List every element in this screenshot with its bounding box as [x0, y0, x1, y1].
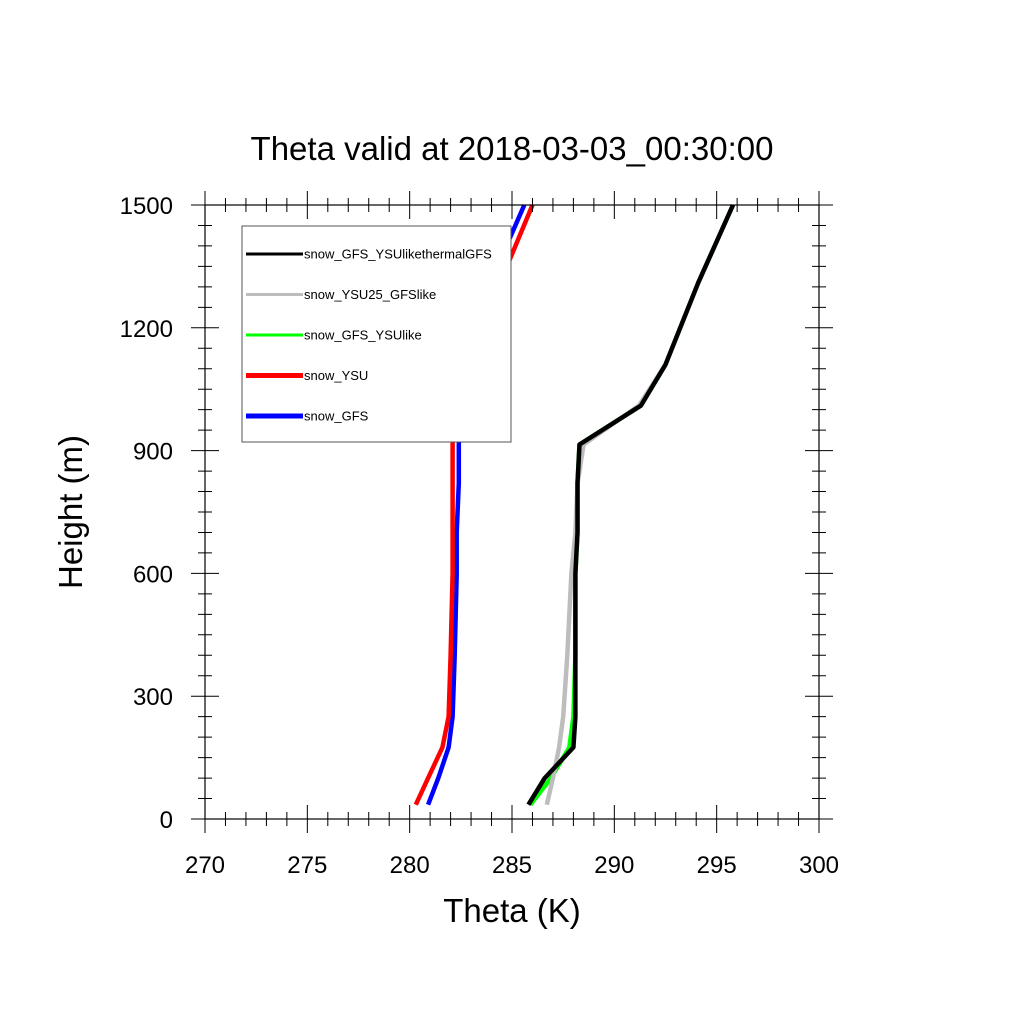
chart-title: Theta valid at 2018-03-03_00:30:00	[251, 130, 774, 167]
x-tick-label: 300	[799, 852, 839, 879]
y-tick-label: 300	[133, 684, 173, 711]
x-tick-label: 285	[492, 852, 532, 879]
axis-ticks	[191, 191, 833, 833]
x-tick-label: 280	[390, 852, 430, 879]
y-tick-label: 600	[133, 561, 173, 588]
x-tick-label: 290	[594, 852, 634, 879]
y-tick-label: 900	[133, 439, 173, 466]
legend: snow_GFS_YSUlikethermalGFS snow_YSU25_GFS…	[241, 225, 512, 443]
legend-label-snow_GFS_YSUlikethermalGFS: snow_GFS_YSUlikethermalGFS	[304, 247, 492, 262]
axes-layer: 270 275 280 285 290 295 300 0 300 600 900 1200 1500	[120, 191, 839, 879]
legend-label-snow_YSU25_GFSlike: snow_YSU25_GFSlike	[304, 287, 436, 302]
y-tick-label: 1500	[120, 193, 173, 220]
y-tick-label: 1200	[120, 316, 173, 343]
series-line-snow_GFS_YSUlikethermalGFS	[526, 204, 736, 806]
legend-label-snow_GFS: snow_GFS	[304, 409, 369, 424]
y-axis-label: Height (m)	[52, 435, 89, 589]
y-tick-label: 0	[160, 807, 173, 834]
x-tick-label: 295	[697, 852, 737, 879]
x-axis-label: Theta (K)	[443, 892, 581, 929]
legend-label-snow_YSU: snow_YSU	[304, 368, 368, 383]
x-tick-label: 270	[185, 852, 225, 879]
legend-label-snow_GFS_YSUlike: snow_GFS_YSUlike	[304, 328, 422, 343]
x-tick-label: 275	[287, 852, 327, 879]
series-line-snow_GFS_YSUlike	[528, 204, 736, 807]
